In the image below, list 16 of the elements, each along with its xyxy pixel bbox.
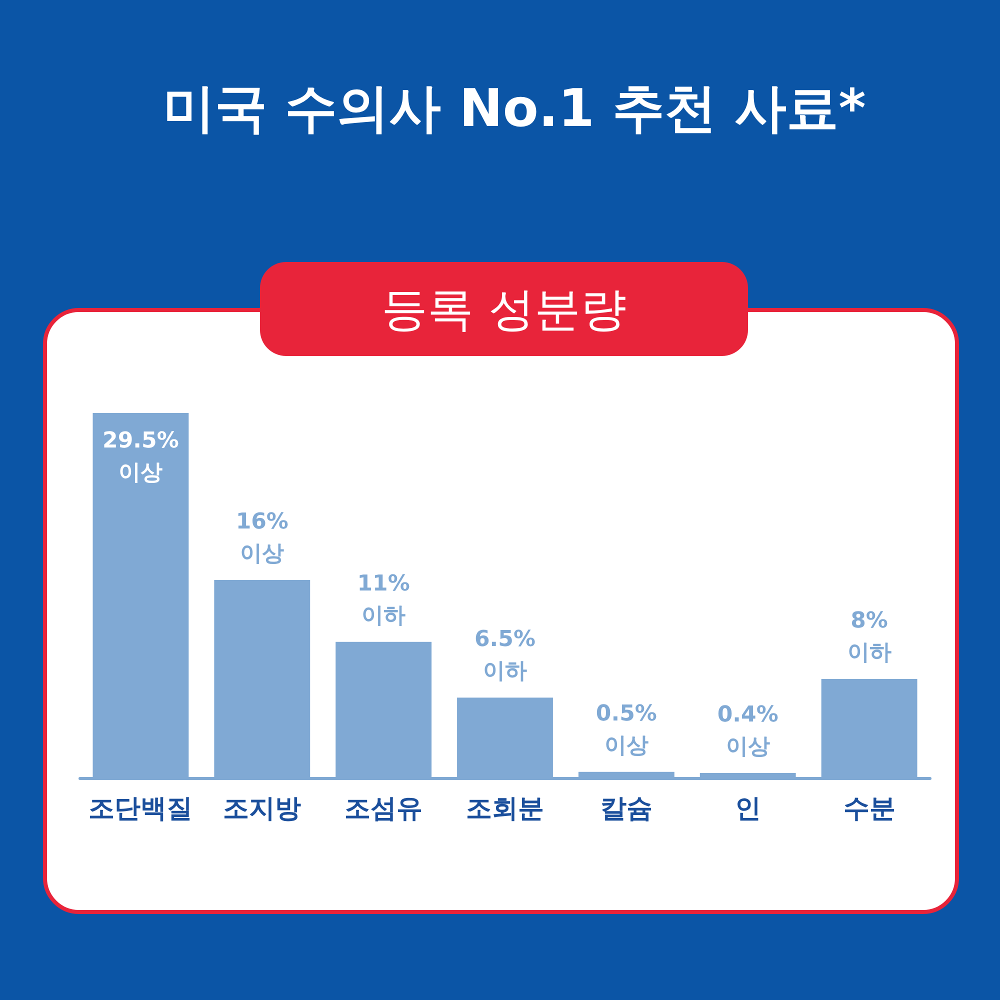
data-label: 0.5% 이상 xyxy=(596,701,657,758)
data-label: 6.5% 이하 xyxy=(474,627,536,684)
x-tick-label: 조단백질 xyxy=(88,794,193,824)
x-tick-label: 조지방 xyxy=(223,794,302,824)
data-label: 0.4% 이상 xyxy=(717,702,778,760)
x-tick-label: 칼슘 xyxy=(600,794,652,824)
data-label: 11% 이하 xyxy=(357,571,410,628)
chart-subtitle: 등록 성분량 xyxy=(382,282,626,336)
data-label: 8% 이하 xyxy=(847,608,892,666)
x-tick-label: 조회분 xyxy=(466,794,544,824)
x-tick-label: 수분 xyxy=(843,794,896,824)
x-tick-label: 조섬유 xyxy=(344,794,423,824)
chart-title: 미국 수의사 No.1 추천 사료* xyxy=(163,79,866,139)
x-tick-label: 인 xyxy=(734,794,761,824)
data-label: 16% 이상 xyxy=(236,510,288,567)
data-label: 29.5% 이상 xyxy=(102,428,179,486)
